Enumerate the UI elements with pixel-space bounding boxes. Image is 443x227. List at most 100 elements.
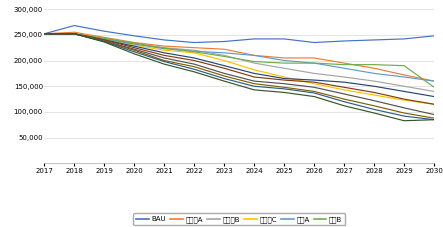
탄소세B	[42, 32, 47, 35]
대기A	[191, 50, 197, 53]
통합E	[372, 108, 377, 111]
통합F	[132, 52, 137, 55]
통합A	[132, 45, 137, 47]
통합C	[42, 32, 47, 35]
탄소세B	[162, 46, 167, 49]
통합B	[252, 76, 257, 78]
대기A	[72, 32, 77, 35]
통합D	[252, 82, 257, 85]
대기B	[132, 42, 137, 44]
대기A	[42, 32, 47, 35]
통합A	[252, 72, 257, 75]
통합C	[191, 63, 197, 66]
통합D	[101, 40, 107, 42]
Line: 통합D: 통합D	[44, 34, 434, 118]
통합C	[401, 106, 407, 109]
Line: 통합E: 통합E	[44, 34, 434, 120]
통합B	[162, 54, 167, 57]
탄소세A	[252, 54, 257, 57]
통합A	[72, 32, 77, 35]
통합C	[342, 93, 347, 95]
탄소세A	[282, 57, 287, 59]
통합F	[42, 32, 47, 35]
대기B	[342, 63, 347, 66]
BAU	[162, 39, 167, 41]
탄소세A	[191, 46, 197, 49]
통합B	[311, 81, 317, 84]
BAU	[282, 37, 287, 40]
통합E	[132, 50, 137, 53]
통합D	[342, 98, 347, 101]
탄소세C	[101, 37, 107, 40]
BAU	[72, 24, 77, 27]
통합E	[222, 77, 227, 80]
통합B	[431, 103, 437, 106]
탄소세C	[191, 52, 197, 54]
Line: 탄소세A: 탄소세A	[44, 32, 434, 81]
통합D	[222, 75, 227, 77]
통합D	[42, 32, 47, 35]
통합F	[101, 41, 107, 43]
통합D	[372, 104, 377, 107]
대기A	[431, 80, 437, 82]
탄소세B	[132, 42, 137, 45]
대기B	[401, 64, 407, 67]
Line: 통합F: 통합F	[44, 34, 434, 121]
대기A	[342, 67, 347, 70]
통합D	[191, 65, 197, 68]
대기A	[162, 47, 167, 50]
통합B	[101, 39, 107, 41]
통합E	[431, 118, 437, 121]
탄소세B	[101, 37, 107, 40]
통합F	[342, 104, 347, 107]
통합E	[72, 32, 77, 35]
통합A	[162, 52, 167, 54]
탄소세C	[72, 32, 77, 35]
Line: BAU: BAU	[44, 26, 434, 42]
탄소세C	[132, 44, 137, 47]
탄소세B	[372, 80, 377, 82]
통합A	[101, 39, 107, 41]
탄소세A	[132, 41, 137, 44]
탄소세B	[252, 62, 257, 64]
BAU	[191, 41, 197, 44]
통합C	[72, 32, 77, 35]
통합A	[342, 81, 347, 84]
통합F	[72, 32, 77, 35]
대기B	[431, 86, 437, 89]
대기A	[372, 72, 377, 75]
통합A	[191, 57, 197, 59]
탄소세B	[431, 90, 437, 93]
탄소세B	[72, 32, 77, 35]
통합C	[372, 99, 377, 102]
통합B	[222, 67, 227, 70]
탄소세A	[162, 45, 167, 47]
대기B	[372, 63, 377, 66]
탄소세A	[372, 67, 377, 70]
탄소세A	[72, 31, 77, 34]
통합F	[162, 63, 167, 66]
탄소세B	[311, 72, 317, 75]
탄소세C	[311, 82, 317, 85]
대기A	[101, 37, 107, 40]
BAU	[42, 32, 47, 35]
통합C	[252, 80, 257, 82]
대기B	[282, 62, 287, 64]
탄소세B	[342, 76, 347, 78]
탄소세A	[401, 74, 407, 76]
통합A	[311, 79, 317, 81]
BAU	[342, 40, 347, 42]
탄소세A	[431, 80, 437, 82]
탄소세A	[222, 48, 227, 51]
탄소세B	[222, 54, 227, 57]
통합D	[282, 86, 287, 89]
통합E	[252, 85, 257, 88]
통합B	[191, 59, 197, 62]
통합D	[132, 49, 137, 52]
통합E	[162, 60, 167, 63]
통합B	[132, 46, 137, 49]
통합C	[132, 48, 137, 51]
BAU	[222, 40, 227, 43]
대기B	[162, 47, 167, 49]
대기A	[252, 54, 257, 57]
